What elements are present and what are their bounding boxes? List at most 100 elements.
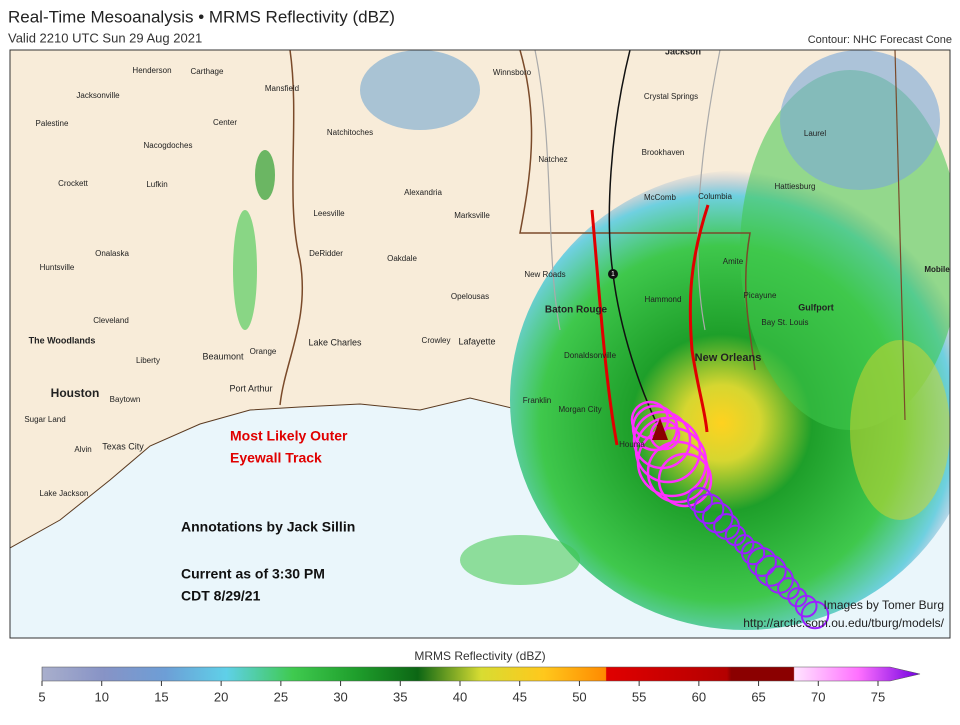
track-circle <box>693 493 725 525</box>
cone-edge <box>697 50 721 331</box>
cone-edge <box>534 50 561 331</box>
place-label: Crockett <box>58 179 89 188</box>
place-label: Houma <box>619 440 645 449</box>
place-label: Cleveland <box>93 316 129 325</box>
valid-time: Valid 2210 UTC Sun 29 Aug 2021 <box>8 30 202 45</box>
track-circle <box>746 546 777 577</box>
place-label: Alvin <box>74 445 91 454</box>
place-label: Franklin <box>523 396 551 405</box>
annotation: Annotations by Jack Sillin <box>181 519 355 535</box>
radar-band <box>780 50 940 190</box>
colorbar-tick-label: 40 <box>453 689 467 704</box>
colorbar-tick-label: 25 <box>274 689 288 704</box>
colorbar-ticks: 5 10 15 20 25 30 35 40 45 50 55 60 65 70 75 <box>38 681 885 704</box>
eyewall-track-right <box>688 204 710 433</box>
colorbar-tick-label: 5 <box>38 689 45 704</box>
colorbar-tick-label: 45 <box>512 689 526 704</box>
place-label: Laurel <box>804 129 826 138</box>
place-label: The Woodlands <box>29 335 96 345</box>
state-border <box>519 50 756 371</box>
colorbar-label: MRMS Reflectivity (dBZ) <box>414 649 545 663</box>
place-label: DeRidder <box>309 249 343 258</box>
forecast-point <box>608 269 618 279</box>
place-label: Mansfield <box>265 84 299 93</box>
place-label: Jacksonville <box>76 91 120 100</box>
place-label: Center <box>213 118 237 127</box>
place-label: Morgan City <box>558 405 601 414</box>
annotation: Eyewall Track <box>230 450 322 466</box>
colorbar-tick-label: 15 <box>154 689 168 704</box>
track-circle <box>754 554 787 587</box>
place-label: Beaumont <box>202 351 244 361</box>
credit: Images by Tomer Burg <box>824 598 945 612</box>
track-circle <box>800 600 830 630</box>
place-label: Hammond <box>645 295 682 304</box>
colorbar-tick-label: 35 <box>393 689 407 704</box>
place-label: Mobile <box>924 265 950 274</box>
place-label: Baton Rouge <box>545 305 608 316</box>
place-label: Amite <box>723 257 744 266</box>
colorbar-tick-label: 65 <box>751 689 765 704</box>
place-label: Henderson <box>132 66 171 75</box>
place-label: Gulfport <box>798 302 834 312</box>
place-label: New Roads <box>524 270 565 279</box>
place-label: Orange <box>250 347 277 356</box>
radar-band <box>850 340 950 520</box>
track-circle <box>787 587 808 608</box>
place-label: Opelousas <box>451 292 489 301</box>
place-label: Port Arthur <box>229 383 272 393</box>
place-label: Liberty <box>136 356 160 365</box>
eyewall-track-left <box>590 209 619 446</box>
place-label: Leesville <box>313 209 345 218</box>
place-label: Texas City <box>102 441 144 451</box>
radar-cell <box>255 150 275 200</box>
place-labels: Henderson Carthage Jacksonville Mansfield Wi… <box>24 46 950 498</box>
track-circle <box>740 540 766 566</box>
place-label: Lafayette <box>458 336 495 346</box>
place-label: Onalaska <box>95 249 129 258</box>
storm-track <box>630 400 830 630</box>
track-circle <box>701 501 734 534</box>
colorbar <box>41 666 921 682</box>
state-border <box>894 50 906 421</box>
place-label: Sugar Land <box>24 415 65 424</box>
radar-band <box>360 50 480 130</box>
place-label: Alexandria <box>404 188 442 197</box>
place-label: New Orleans <box>695 352 762 364</box>
place-label: Nacogdoches <box>144 141 193 150</box>
place-label: McComb <box>644 193 677 202</box>
track-circle <box>687 487 713 513</box>
place-label: Natchitoches <box>327 128 373 137</box>
place-label: Winnsboro <box>493 68 532 77</box>
place-label: Oakdale <box>387 254 417 263</box>
place-label: Lake Charles <box>308 337 362 347</box>
contour-note: Contour: NHC Forecast Cone <box>808 34 952 46</box>
place-label: Huntsville <box>40 263 75 272</box>
map-frame <box>9 49 951 639</box>
track-circle <box>734 534 755 555</box>
colorbar-tick-label: 50 <box>572 689 586 704</box>
credit-url: http://arctic.som.ou.edu/tburg/models/ <box>743 616 944 630</box>
place-label: Brookhaven <box>642 148 685 157</box>
place-label: Picayune <box>744 291 777 300</box>
track-circle <box>794 594 818 618</box>
place-label: Houston <box>51 386 100 400</box>
forecast-point-label: 1 <box>611 271 615 278</box>
place-label: Baytown <box>110 395 141 404</box>
place-label: Marksville <box>454 211 490 220</box>
colorbar-tick-label: 75 <box>871 689 885 704</box>
colorbar-tick-label: 60 <box>692 689 706 704</box>
place-label: Jackson <box>665 46 701 56</box>
place-label: Carthage <box>191 67 224 76</box>
storm-arrow <box>652 418 668 440</box>
place-label: Lake Jackson <box>40 489 89 498</box>
colorbar-tick-label: 10 <box>94 689 108 704</box>
state-border <box>279 50 304 406</box>
forecast-track <box>608 50 661 431</box>
map-area: 1 Henderson Carthage Jacksonville Mansfield… <box>10 46 950 638</box>
title: Real-Time Mesoanalysis • MRMS Reflectivi… <box>8 7 395 26</box>
place-label: Palestine <box>36 119 69 128</box>
place-label: Natchez <box>538 155 567 164</box>
colorbar-tick-label: 55 <box>632 689 646 704</box>
